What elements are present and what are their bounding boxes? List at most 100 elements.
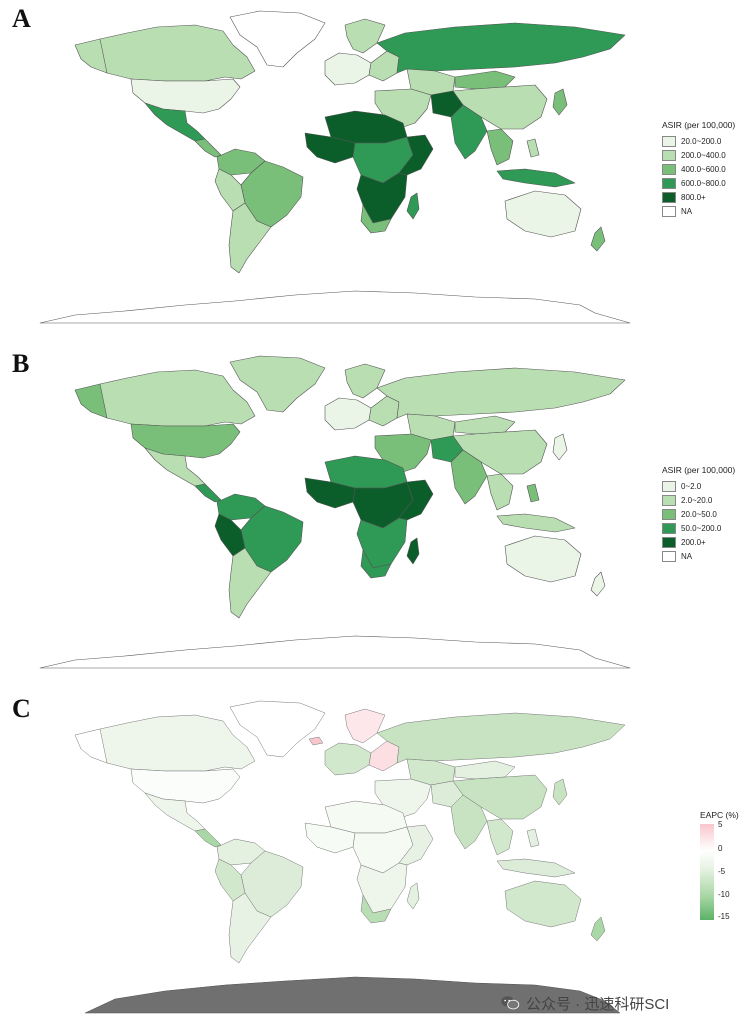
russia [376,367,626,419]
philippines [526,138,540,158]
legend-label: 400.0~600.0 [681,164,726,174]
east-africa [398,479,434,521]
canada [96,369,256,427]
panel-a: A [0,0,750,335]
legend-label: NA [681,206,693,216]
legend-a: ASIR (per 100,000) 20.0~200.0 200.0~400.… [662,120,735,218]
watermark-text: 公众号 · 迅速科研SCI [526,995,670,1013]
russia [376,22,626,74]
alaska [74,728,108,764]
argentina-chile [228,547,272,619]
tick-label: -5 [718,867,726,876]
iceland [308,736,324,746]
india [450,794,488,850]
central-america [194,138,222,158]
legend-label: 200.0~400.0 [681,150,726,160]
panel-letter: A [12,4,31,33]
legend-label: 20.0~200.0 [681,136,722,146]
alaska [74,38,108,74]
greenland [229,355,326,413]
legend-title: EAPC (%) [700,810,739,820]
japan [552,88,568,116]
eastern-europe [368,50,400,82]
swatch-2 [662,149,676,161]
australia [504,880,582,928]
scandinavia [344,708,386,744]
usa [130,768,241,804]
southern-africa [356,517,408,569]
russia [376,712,626,764]
tick-label: 5 [718,820,723,829]
western-europe [324,742,372,776]
panel-b: B [0,345,750,675]
eastern-europe [368,740,400,772]
legend-item: 0~2.0 [662,479,735,493]
southern-africa [356,172,408,224]
india [450,449,488,505]
western-europe [324,397,372,431]
wechat-icon [501,996,520,1010]
japan [552,778,568,806]
southern-africa [356,862,408,914]
tick-label: 0 [718,844,723,853]
scandinavia [344,363,386,399]
legend-label: NA [681,551,693,561]
peru-bolivia [214,513,246,557]
legend-item: NA [662,204,735,218]
australia [504,535,582,583]
new-zealand [590,571,606,597]
legend-c: EAPC (%) 5 0 -5 -10 -15 [700,810,739,921]
legend-label: 0~2.0 [681,481,702,491]
legend-label: 20.0~50.0 [681,509,717,519]
usa [130,78,241,114]
se-asia [486,473,514,511]
se-asia [486,818,514,856]
japan [552,433,568,461]
indonesia [496,858,576,878]
swatch-3 [662,508,676,520]
madagascar [406,882,420,910]
legend-label: 600.0~800.0 [681,178,726,188]
mongolia [454,760,516,780]
east-africa [398,134,434,176]
world-map-c [74,700,626,1014]
legend-label: 200.0+ [681,537,706,547]
watermark: 公众号 · 迅速科研SCI [500,988,740,1018]
gradient-bar [700,824,714,920]
se-asia [486,128,514,166]
legend-item: 600.0~800.0 [662,176,735,190]
philippines [526,828,540,848]
swatch-na [662,550,676,562]
western-europe [324,52,372,86]
swatch-4 [662,522,676,534]
west-africa [304,132,356,164]
south-africa [360,894,392,924]
india [450,104,488,160]
legend-item: 20.0~50.0 [662,507,735,521]
indonesia [496,513,576,533]
east-africa [398,824,434,866]
greenland [229,10,326,68]
world-map-b [39,355,631,669]
west-africa [304,822,356,854]
australia [504,190,582,238]
scandinavia [344,18,386,54]
peru-bolivia [214,168,246,212]
swatch-4 [662,177,676,189]
tick-label: -15 [718,912,730,921]
argentina-chile [228,202,272,274]
legend-item: 400.0~600.0 [662,162,735,176]
eastern-europe [368,395,400,427]
color-scale: 5 0 -5 -10 -15 [700,820,739,921]
swatch-2 [662,494,676,506]
legend-item: 20.0~200.0 [662,134,735,148]
legend-item: 50.0~200.0 [662,521,735,535]
world-map-a [39,10,631,324]
legend-item: 800.0+ [662,190,735,204]
legend-title: ASIR (per 100,000) [662,120,736,130]
madagascar [406,192,420,220]
legend-title: ASIR (per 100,000) [662,465,736,475]
legend-item: 2.0~20.0 [662,493,735,507]
central-america [194,828,222,848]
swatch-3 [662,163,676,175]
